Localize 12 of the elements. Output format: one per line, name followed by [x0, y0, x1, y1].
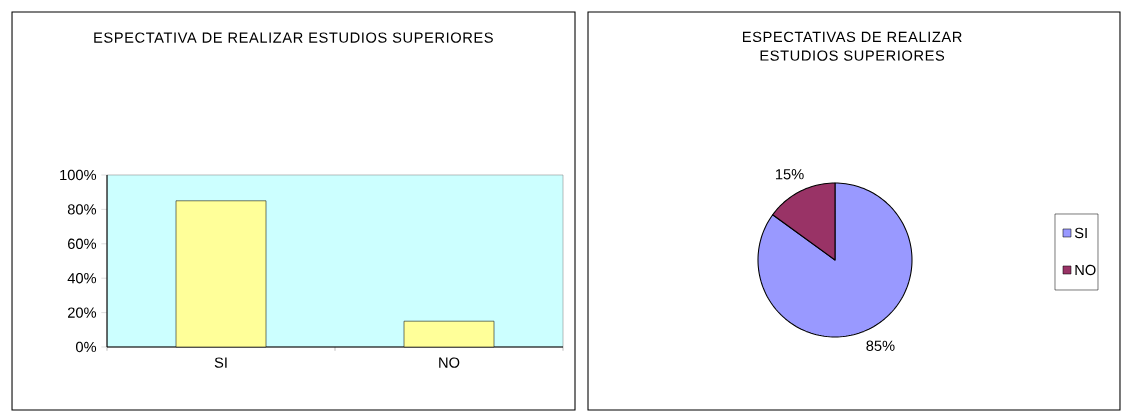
y-tick-label: 60%: [68, 238, 97, 249]
data-label: 85%: [866, 340, 895, 351]
data-label: 15%: [775, 169, 804, 180]
y-tick-label: 100%: [60, 169, 97, 181]
legend-label: SI: [1074, 227, 1087, 239]
y-tick-label: 20%: [67, 307, 97, 318]
chart-title: ESPECTATIVA DE REALIZAR ESTUDIOS SUPERIORES: [94, 32, 493, 43]
y-tick-label: 0%: [75, 341, 97, 353]
y-tick-label: 80%: [67, 204, 97, 215]
legend-label: NO: [1075, 264, 1096, 276]
chart-title: ESPECTATIVAS DE REALIZAR ESTUDIOS SUPERIORES: [743, 31, 962, 61]
y-tick-label: 40%: [67, 273, 97, 284]
